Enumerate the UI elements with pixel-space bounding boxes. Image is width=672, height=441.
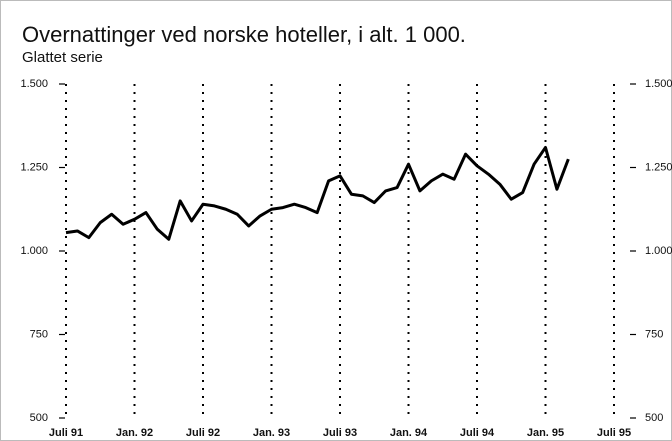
data-line xyxy=(65,145,570,241)
x-tick-label: Juli 91 xyxy=(49,427,83,439)
y-tick-label: 500 xyxy=(30,412,48,424)
x-tick-label: Juli 95 xyxy=(597,427,631,439)
y-tick-label: 1.000 xyxy=(20,245,48,257)
chart-subtitle: Glattet serie xyxy=(22,49,103,66)
y-tick-label-right: 1.250 xyxy=(645,161,672,173)
x-tick-label: Jan. 95 xyxy=(527,427,564,439)
y-tick-label-right: 750 xyxy=(645,328,663,340)
x-tick-label: Juli 93 xyxy=(323,427,357,439)
chart-title: Overnattinger ved norske hoteller, i alt… xyxy=(22,22,466,47)
y-tick-label: 750 xyxy=(30,328,48,340)
y-tick-label: 1.250 xyxy=(20,161,48,173)
y-tick-label-right: 1.000 xyxy=(645,245,672,257)
y-tick-label-right: 1.500 xyxy=(645,78,672,90)
x-tick-label: Juli 92 xyxy=(186,427,220,439)
x-tick-label: Jan. 92 xyxy=(116,427,153,439)
y-tick-label: 1.500 xyxy=(20,78,48,90)
y-tick-label-right: 500 xyxy=(645,412,663,424)
x-tick-label: Jan. 93 xyxy=(253,427,290,439)
x-tick-label: Juli 94 xyxy=(460,427,495,439)
x-tick-label: Jan. 94 xyxy=(390,427,428,439)
